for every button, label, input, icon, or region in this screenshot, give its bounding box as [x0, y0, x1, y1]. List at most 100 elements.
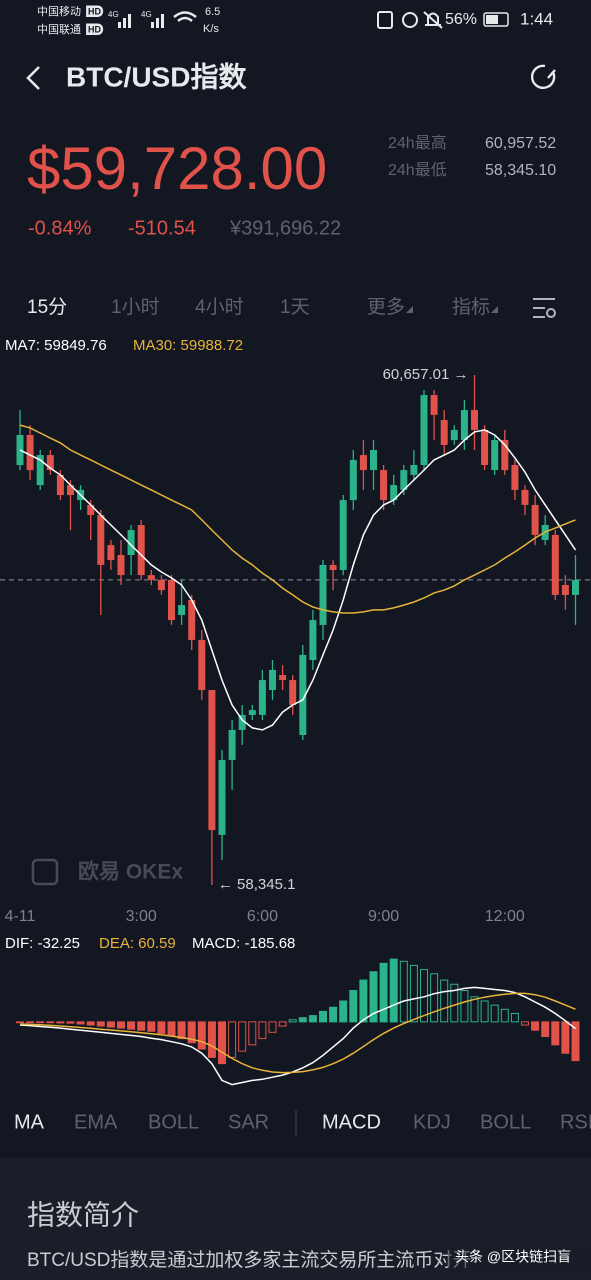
macd-bar: [430, 973, 439, 1023]
candle-body: [289, 680, 297, 705]
clock: 1:44: [520, 9, 553, 28]
indicator-tab[interactable]: BOLL: [480, 1111, 531, 1133]
stat-label: 24h最高: [388, 134, 447, 152]
candle-body: [319, 564, 327, 625]
indicator-tab[interactable]: MA: [14, 1111, 45, 1133]
candle-body: [279, 675, 287, 681]
macd-bar: [379, 962, 388, 1023]
macd-bar: [561, 1021, 570, 1054]
indicator-tab[interactable]: SAR: [228, 1111, 269, 1133]
macd-bar: [157, 1021, 166, 1034]
macd-bar: [531, 1021, 540, 1031]
macd-bar: [258, 1021, 267, 1040]
stat-value: 58,345.10: [485, 162, 556, 179]
candle-body: [521, 489, 529, 505]
back-button[interactable]: [26, 66, 40, 90]
macd-bar: [187, 1021, 196, 1044]
macd-bar: [369, 971, 378, 1023]
indicator-tab[interactable]: BOLL: [148, 1111, 199, 1133]
macd-bar: [26, 1021, 35, 1024]
logo-icon: [31, 858, 59, 886]
macd-bar: [177, 1021, 186, 1040]
macd-bar: [319, 1010, 327, 1023]
candle-body: [238, 714, 246, 730]
macd-bar: [127, 1021, 136, 1030]
candle-body: [551, 534, 559, 595]
macd-legend: MACD: -185.68: [192, 935, 295, 952]
candle-body: [248, 710, 256, 715]
indicator-tab[interactable]: 指标: [452, 296, 490, 318]
macd-bar: [409, 964, 418, 1023]
candle-body: [178, 605, 186, 615]
candle-body: [127, 530, 135, 555]
candle-body: [46, 455, 54, 471]
stat-label: 24h最低: [388, 161, 447, 179]
macd-bar: [480, 1000, 489, 1023]
candle-body: [258, 680, 266, 715]
indicator-tab[interactable]: KDJ: [413, 1111, 451, 1133]
macd-bar: [147, 1021, 156, 1032]
change-amount: -510.54: [128, 217, 196, 239]
dropdown-icon: [491, 306, 498, 313]
macd-bar: [137, 1021, 146, 1031]
ma-legend: MA30: 59988.72: [133, 337, 243, 354]
macd-bar: [450, 983, 459, 1023]
candle-body: [349, 459, 357, 501]
macd-bar: [96, 1021, 105, 1027]
macd-bar: [541, 1021, 550, 1037]
macd-bar: [197, 1021, 206, 1050]
stat-value: 60,957.52: [485, 135, 556, 152]
timeframe-tab[interactable]: 1小时: [111, 296, 160, 318]
timeframe-tab[interactable]: 1天: [280, 297, 310, 318]
settings-button[interactable]: [533, 298, 556, 318]
candle-body: [56, 474, 64, 495]
net-speed: 6.5: [205, 6, 220, 18]
timeframe-tab[interactable]: 4小时: [195, 296, 244, 318]
ma-legend: MA7: 59849.76: [5, 337, 107, 354]
battery-icon: [483, 12, 509, 27]
intro-text: BTC/USD指数是通过加权多家主流交易所主流币对开: [27, 1249, 471, 1271]
candle-body: [561, 585, 569, 595]
macd-bar: [106, 1021, 115, 1028]
refresh-button[interactable]: [530, 64, 556, 89]
candle-body: [137, 525, 145, 576]
more-tab[interactable]: 更多: [367, 296, 405, 318]
candle-body: [198, 639, 206, 690]
candle-body: [501, 440, 509, 471]
indicator-tab[interactable]: RSI: [560, 1111, 591, 1133]
indicator-tab[interactable]: EMA: [74, 1111, 118, 1133]
candle-body: [471, 410, 478, 430]
macd-bar: [298, 1017, 307, 1023]
chart-watermark: 欧易 OKEx: [78, 860, 183, 884]
macd-bar: [46, 1021, 55, 1024]
wifi-icon: [173, 11, 197, 22]
macd-bar: [248, 1021, 257, 1046]
candle-body: [26, 435, 34, 471]
macd-line: [19, 992, 576, 1074]
x-tick-label: 12:00: [485, 908, 525, 925]
macd-bar: [288, 1019, 297, 1023]
candle-body: [410, 465, 418, 475]
carrier: 中国移动: [37, 5, 81, 18]
watermark: 头条 @区块链扫盲: [455, 1249, 571, 1265]
macd-bar: [389, 958, 398, 1023]
macd-bar: [36, 1021, 45, 1024]
hd-badge: HD: [88, 6, 101, 16]
macd-bar: [117, 1021, 125, 1029]
indicator-tab[interactable]: MACD: [322, 1111, 381, 1133]
change-percent: -0.84%: [28, 217, 92, 239]
macd-bar: [207, 1021, 216, 1058]
battery-fill: [486, 15, 498, 24]
macd-bar: [228, 1021, 237, 1058]
macd-line: [19, 986, 576, 1086]
candle-body: [440, 420, 448, 445]
timeframe-tab[interactable]: 15分: [27, 296, 67, 318]
macd-bar: [339, 1000, 348, 1023]
candle-body: [400, 470, 408, 490]
candle-body: [450, 429, 458, 441]
price-annotation: 60,657.01 →: [383, 366, 469, 383]
candle-body: [572, 579, 579, 595]
candle-body: [390, 485, 398, 501]
price-annotation: ← 58,345.1: [218, 876, 296, 893]
